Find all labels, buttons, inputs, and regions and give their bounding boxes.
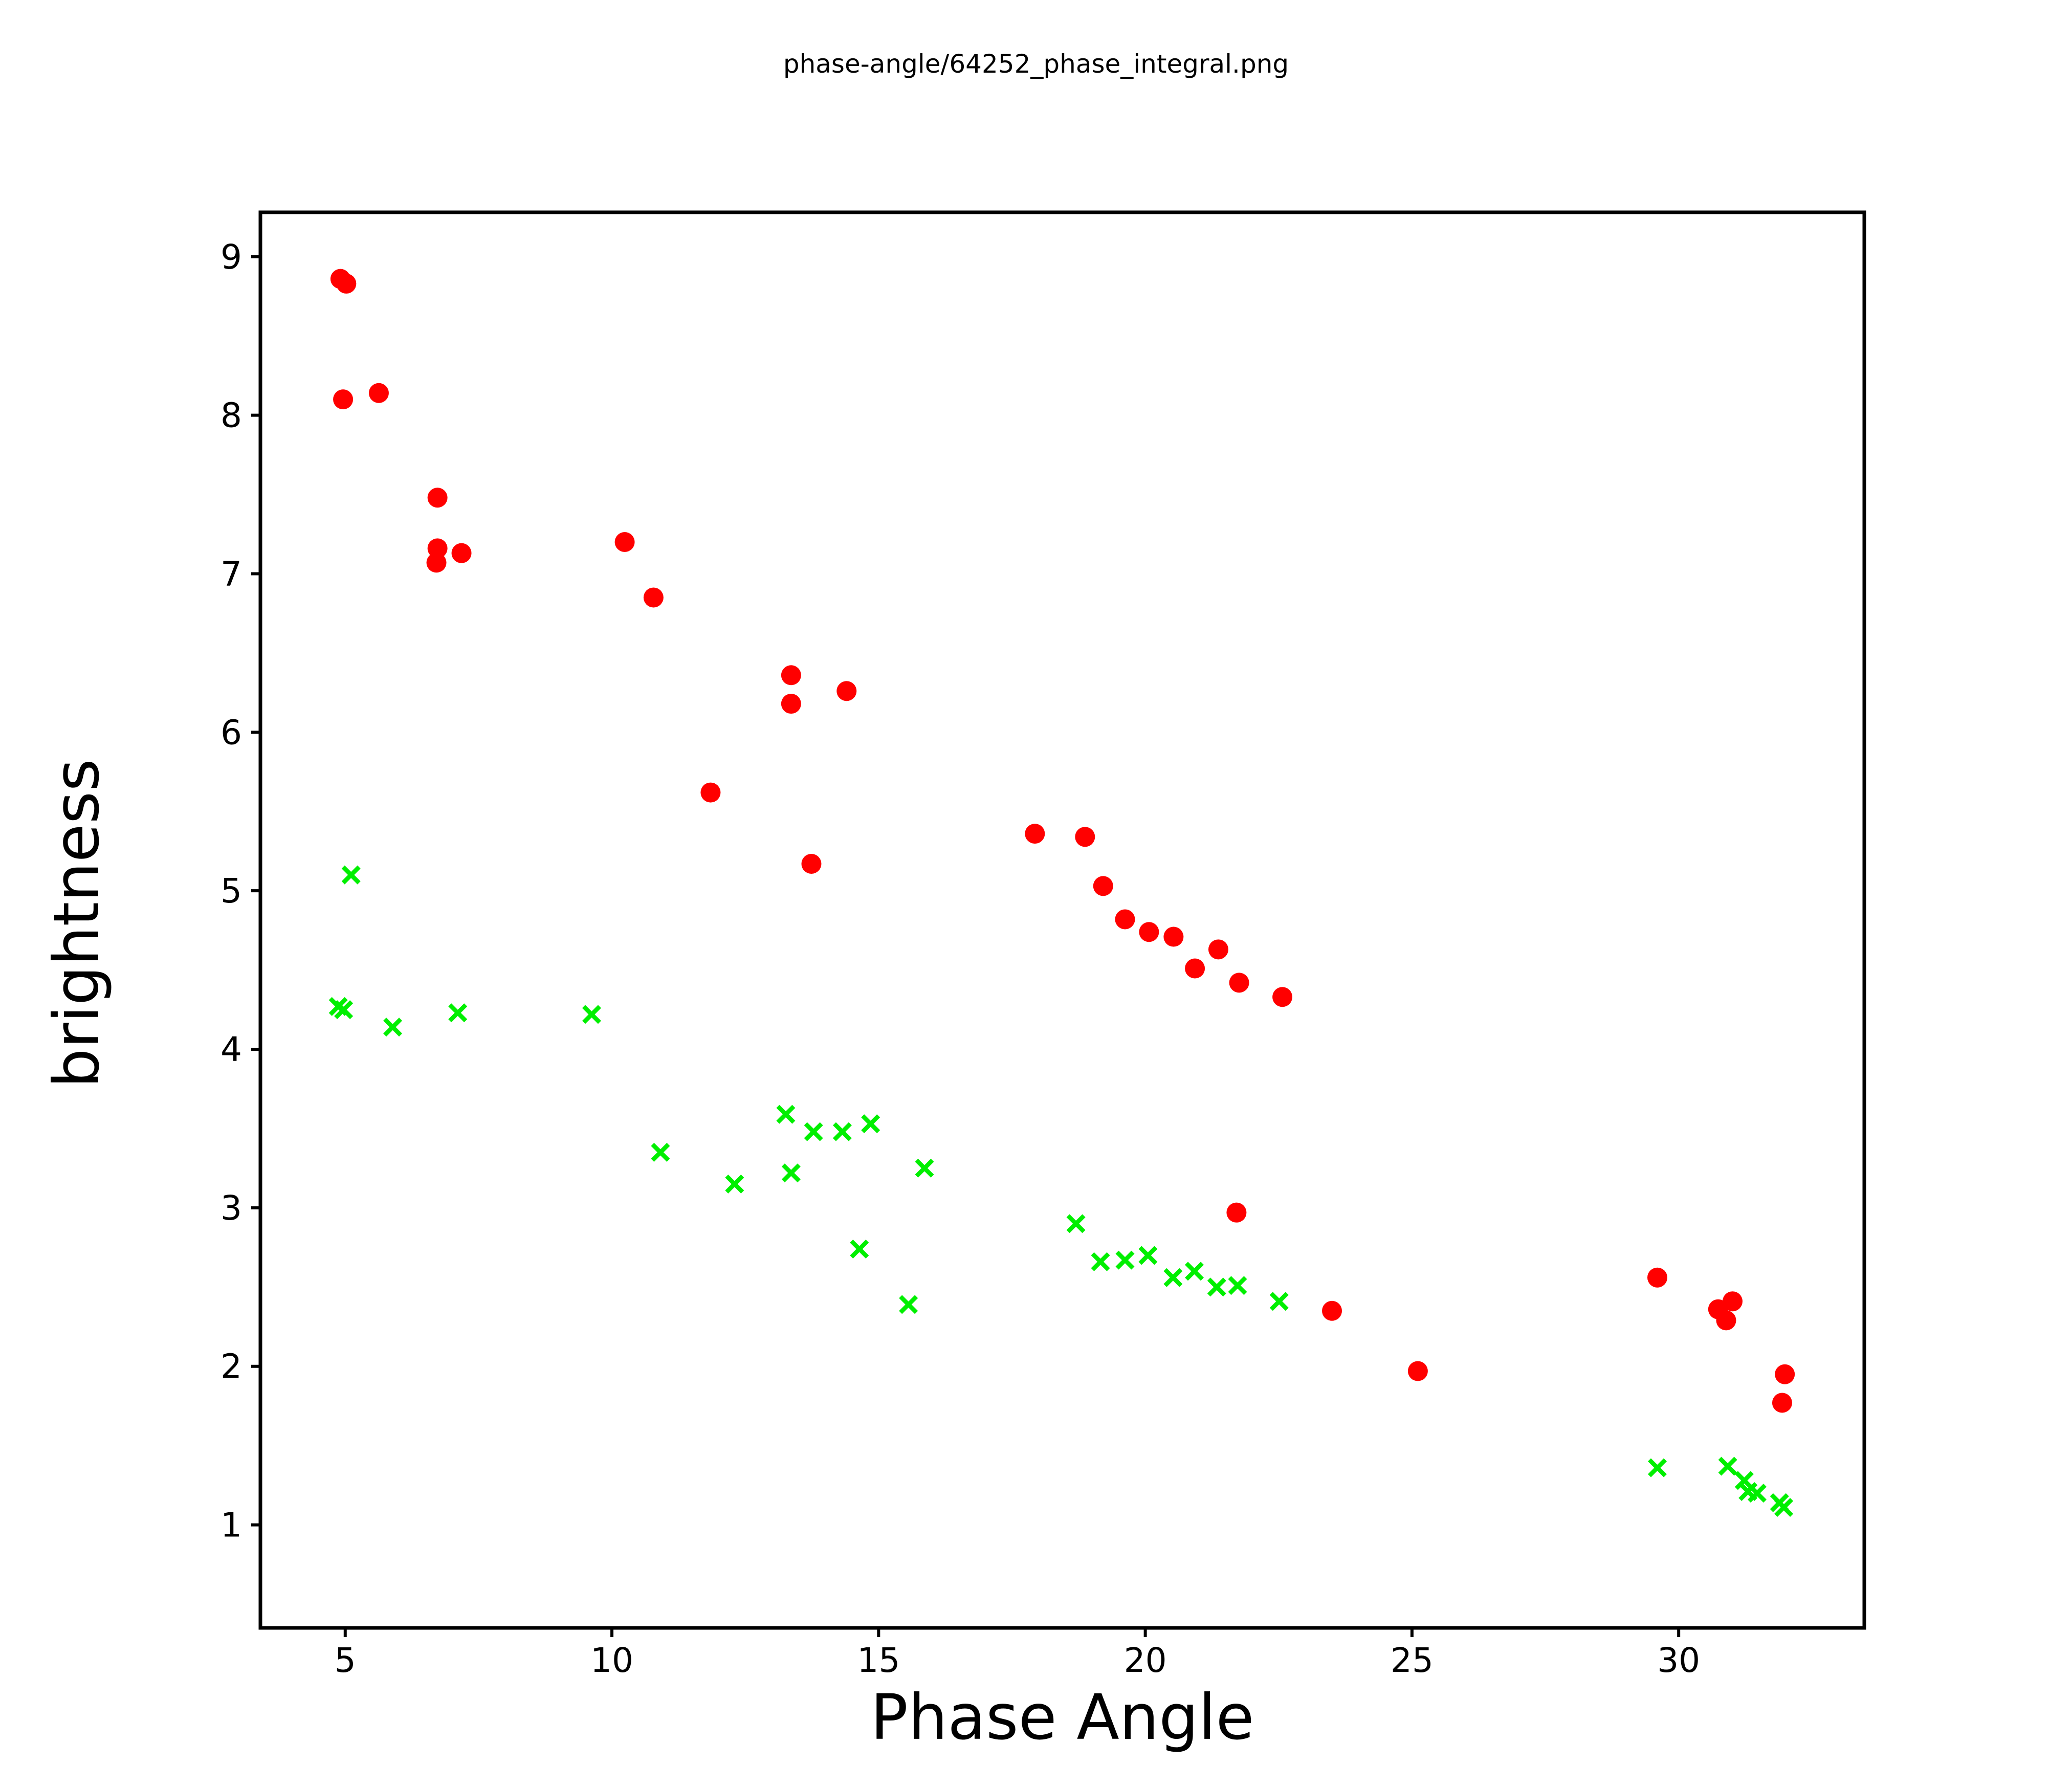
- data-point-red-circles: [801, 854, 822, 874]
- data-point-green-x-marks: [582, 1005, 601, 1024]
- data-point-red-circles: [1226, 1202, 1247, 1223]
- y-tick-label: 5: [221, 871, 242, 911]
- data-point-green-x-marks: [899, 1295, 918, 1314]
- data-point-red-circles: [1139, 922, 1159, 942]
- data-point-green-x-marks: [725, 1174, 744, 1194]
- data-point-red-circles: [1185, 958, 1205, 979]
- data-point-green-x-marks: [1138, 1246, 1158, 1265]
- data-point-red-circles: [451, 543, 472, 563]
- data-point-red-circles: [836, 681, 857, 701]
- data-point-red-circles: [1093, 876, 1113, 896]
- data-point-green-x-marks: [1718, 1457, 1737, 1476]
- data-point-green-x-marks: [781, 1163, 801, 1183]
- data-point-red-circles: [1647, 1267, 1667, 1288]
- data-point-green-x-marks: [915, 1158, 934, 1178]
- data-point-red-circles: [643, 587, 664, 608]
- x-tick-label: 5: [335, 1641, 356, 1680]
- data-point-red-circles: [1229, 973, 1249, 993]
- data-point-green-x-marks: [776, 1105, 796, 1124]
- x-tick-label: 30: [1657, 1641, 1700, 1680]
- data-point-red-circles: [614, 532, 635, 552]
- data-point-red-circles: [427, 538, 448, 559]
- data-point-red-circles: [781, 665, 801, 686]
- data-point-red-circles: [1772, 1393, 1792, 1413]
- data-point-green-x-marks: [1066, 1214, 1086, 1233]
- y-tick-label: 2: [221, 1347, 242, 1386]
- x-tick-label: 20: [1124, 1641, 1167, 1680]
- data-point-red-circles: [700, 782, 721, 803]
- data-point-green-x-marks: [1185, 1262, 1204, 1281]
- data-point-red-circles: [1407, 1361, 1428, 1381]
- y-tick-label: 1: [221, 1506, 242, 1545]
- data-point-green-x-marks: [850, 1239, 869, 1259]
- data-point-red-circles: [333, 389, 354, 410]
- data-point-green-x-marks: [804, 1122, 823, 1141]
- data-point-red-circles: [368, 383, 389, 403]
- data-point-green-x-marks: [1774, 1498, 1794, 1517]
- data-point-red-circles: [781, 694, 801, 714]
- data-point-green-x-marks: [383, 1018, 403, 1037]
- data-point-green-x-marks: [1163, 1268, 1183, 1287]
- y-tick-label: 7: [221, 554, 242, 593]
- x-tick-label: 15: [857, 1641, 900, 1680]
- y-tick-label: 6: [221, 713, 242, 752]
- x-tick-label: 10: [590, 1641, 633, 1680]
- y-tick-label: 3: [221, 1188, 242, 1228]
- data-point-green-x-marks: [1747, 1484, 1767, 1503]
- data-point-green-x-marks: [651, 1142, 670, 1162]
- data-point-red-circles: [1208, 939, 1228, 960]
- data-point-green-x-marks: [1207, 1277, 1226, 1297]
- data-point-green-x-marks: [1647, 1458, 1667, 1477]
- data-point-red-circles: [336, 273, 357, 294]
- data-point-red-circles: [426, 553, 447, 573]
- x-tick-label: 25: [1391, 1641, 1434, 1680]
- y-tick-label: 9: [221, 237, 242, 277]
- y-tick-label: 8: [221, 396, 242, 435]
- plot-spines: [258, 210, 1866, 1630]
- data-point-green-x-marks: [334, 1000, 354, 1020]
- data-point-green-x-marks: [448, 1003, 468, 1023]
- data-point-red-circles: [427, 488, 448, 508]
- data-point-red-circles: [1025, 824, 1045, 844]
- data-point-red-circles: [1163, 926, 1184, 947]
- data-point-green-x-marks: [1091, 1252, 1110, 1271]
- data-point-green-x-marks: [861, 1114, 880, 1134]
- data-point-green-x-marks: [341, 865, 361, 885]
- y-axis-label: brightness: [40, 759, 113, 1088]
- data-point-green-x-marks: [1269, 1292, 1289, 1311]
- data-point-green-x-marks: [1228, 1276, 1247, 1295]
- data-point-red-circles: [1272, 987, 1293, 1007]
- data-point-green-x-marks: [1115, 1250, 1135, 1270]
- data-point-red-circles: [1722, 1291, 1743, 1312]
- data-point-red-circles: [1322, 1300, 1342, 1321]
- data-point-green-x-marks: [832, 1122, 852, 1141]
- y-tick-label: 4: [221, 1030, 242, 1069]
- data-point-red-circles: [1775, 1364, 1795, 1384]
- data-point-red-circles: [1115, 909, 1135, 930]
- chart-title: phase-angle/64252_phase_integral.png: [783, 49, 1289, 79]
- x-axis-label: Phase Angle: [870, 1681, 1254, 1754]
- data-point-red-circles: [1075, 827, 1095, 847]
- data-point-red-circles: [1716, 1310, 1736, 1331]
